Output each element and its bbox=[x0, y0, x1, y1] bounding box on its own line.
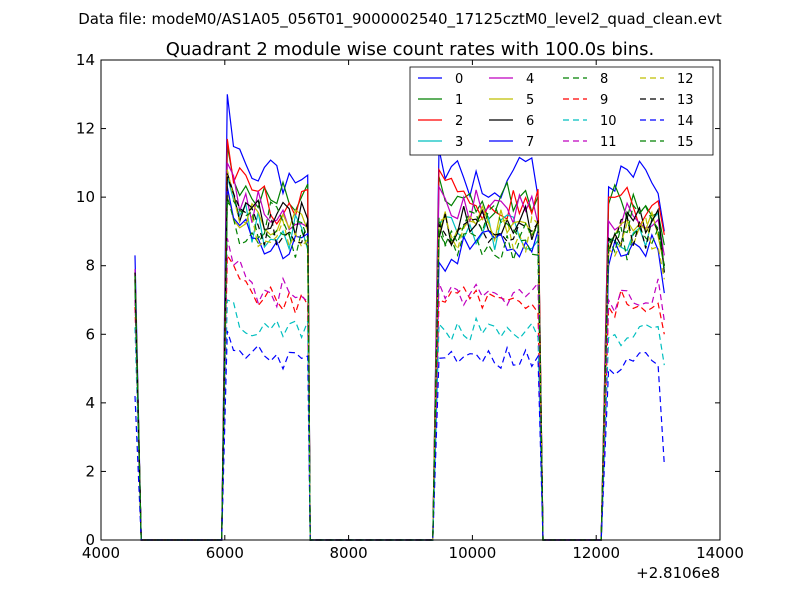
legend-box bbox=[409, 66, 714, 156]
legend-label-0: 0 bbox=[455, 72, 463, 87]
y-tick-label: 12 bbox=[76, 120, 95, 138]
legend-label-2: 2 bbox=[455, 114, 463, 129]
legend-label-8: 8 bbox=[600, 72, 608, 87]
legend-label-3: 3 bbox=[455, 135, 463, 150]
legend-label-1: 1 bbox=[455, 93, 463, 108]
legend-label-7: 7 bbox=[526, 135, 534, 150]
x-offset-label: +2.8106e8 bbox=[636, 564, 720, 582]
legend-label-10: 10 bbox=[600, 114, 617, 129]
series-line-15 bbox=[134, 200, 665, 541]
series-line-10 bbox=[134, 299, 665, 541]
series-line-2 bbox=[134, 138, 665, 541]
x-tick-label: 4000 bbox=[82, 544, 120, 562]
x-tick-label: 14000 bbox=[696, 544, 744, 562]
legend-label-6: 6 bbox=[526, 114, 534, 129]
plot-border bbox=[100, 59, 721, 541]
datafile-label: Data file: modeM0/AS1A05_056T01_90000025… bbox=[78, 10, 722, 29]
y-tick-label: 10 bbox=[76, 188, 95, 206]
legend-label-4: 4 bbox=[526, 72, 534, 87]
y-tick-label: 6 bbox=[85, 325, 95, 343]
y-tick-label: 0 bbox=[85, 531, 95, 549]
series-line-13 bbox=[134, 176, 665, 541]
x-tick-label: 12000 bbox=[572, 544, 620, 562]
x-tick-label: 10000 bbox=[449, 544, 497, 562]
series-line-4 bbox=[134, 162, 665, 541]
y-tick-label: 2 bbox=[85, 462, 95, 480]
series-line-11 bbox=[134, 238, 665, 541]
series-line-9 bbox=[134, 253, 665, 541]
legend-label-13: 13 bbox=[677, 93, 694, 108]
legend-label-9: 9 bbox=[600, 93, 608, 108]
series-line-3 bbox=[134, 176, 665, 541]
legend-label-15: 15 bbox=[677, 135, 694, 150]
y-tick-label: 4 bbox=[85, 394, 95, 412]
x-tick-label: 6000 bbox=[206, 544, 244, 562]
y-tick-label: 8 bbox=[85, 257, 95, 275]
series-layer bbox=[134, 94, 665, 541]
legend-label-5: 5 bbox=[526, 93, 534, 108]
legend-label-14: 14 bbox=[677, 114, 694, 129]
legend-label-11: 11 bbox=[600, 135, 617, 150]
legend-label-12: 12 bbox=[677, 72, 694, 87]
y-tick-label: 14 bbox=[76, 51, 95, 69]
series-line-12 bbox=[134, 169, 665, 541]
chart-title: Quadrant 2 module wise count rates with … bbox=[166, 39, 655, 60]
x-tick-label: 8000 bbox=[330, 544, 368, 562]
